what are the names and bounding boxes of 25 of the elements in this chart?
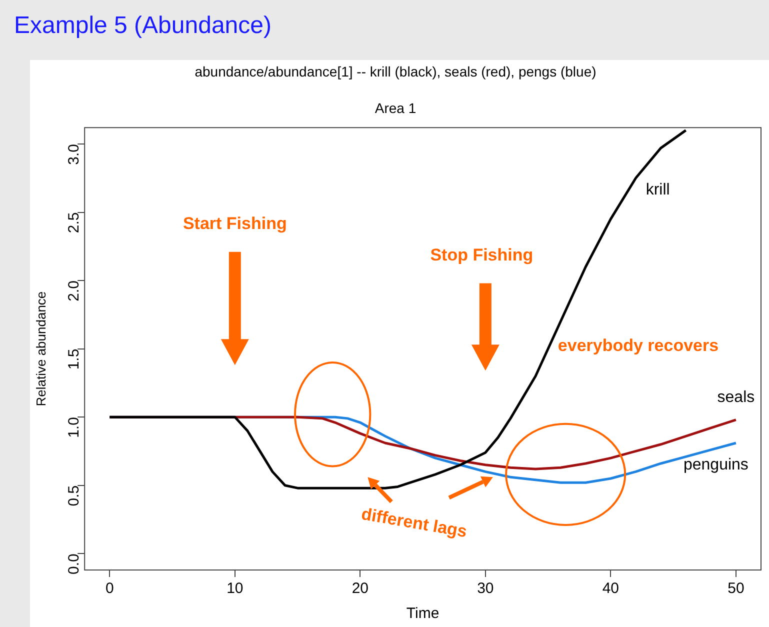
x-tick-label: 20 [352,580,369,598]
x-tick-label: 0 [105,580,114,598]
y-tick-label: 1.0 [66,417,83,438]
x-tick-label: 50 [728,580,744,598]
y-tick-label: 2.5 [66,212,83,234]
x-tick-label: 40 [602,580,620,598]
series-label: krill [646,182,670,199]
y-tick-label: 0.5 [66,485,83,506]
y-tick-label: 0.0 [66,554,83,574]
annotation: different lags [360,504,468,542]
y-tick-label: 3.0 [66,144,83,165]
series-label: penguins [683,456,748,474]
annotation: everybody recovers [558,336,719,355]
chart-subtitle: abundance/abundance[1] -- krill (black), seals (red), pengs (blue) [194,63,596,80]
text: Area 1 [374,100,416,116]
y-axis-title: Relative abundance [33,291,48,406]
x-tick-label: 30 [477,580,494,598]
x-tick-label: 10 [226,580,244,598]
annotation: Start Fishing [182,214,287,234]
series-label: seals [717,389,755,406]
y-tick-label: 2.0 [66,280,83,302]
chart-title: Example 5 (Abundance) [14,12,272,40]
x-axis-title: Time [406,605,440,622]
y-tick-label: 1.5 [66,348,83,370]
annotation: Stop Fishing [430,246,534,265]
